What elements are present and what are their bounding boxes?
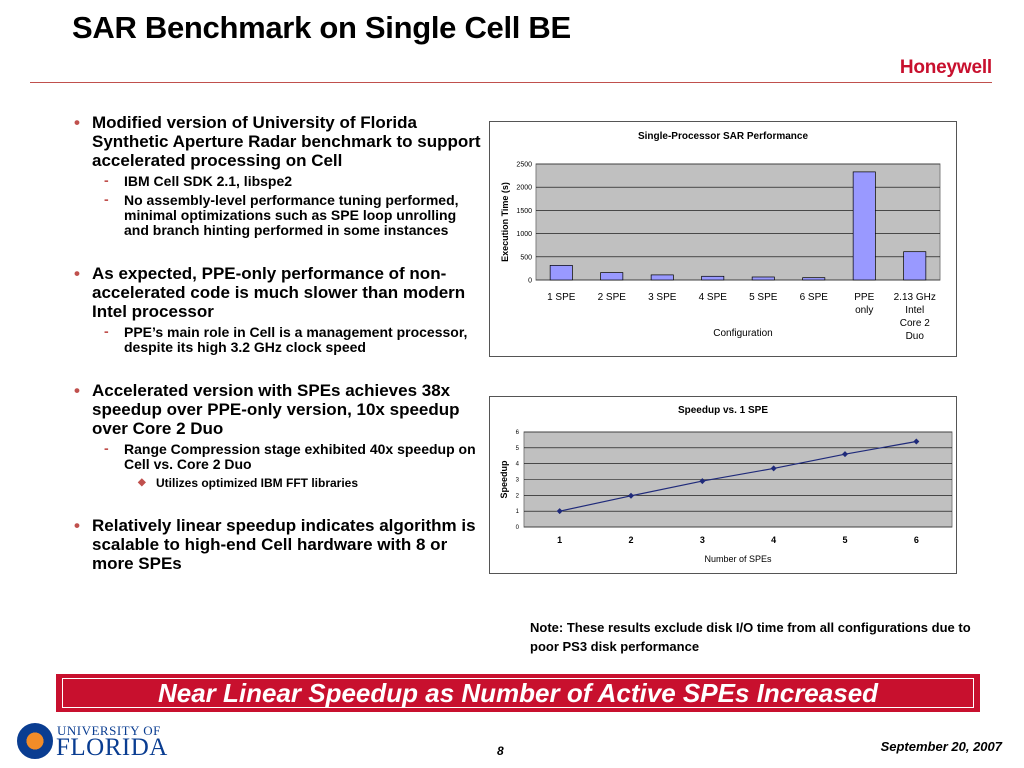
bullet-item: • As expected, PPE-only performance of n… (72, 264, 482, 355)
sub-bullet-text: No assembly-level performance tuning per… (124, 192, 459, 238)
y-tick-label: 1000 (516, 231, 532, 238)
y-tick-label: 2500 (516, 162, 532, 169)
data-point (556, 508, 563, 515)
honeywell-logo: Honeywell (899, 57, 992, 78)
bullet-item: • Accelerated version with SPEs achieves… (72, 381, 482, 490)
sub-bullet-text: PPE’s main role in Cell is a management … (124, 324, 468, 355)
sub-bullet-item: - IBM Cell SDK 2.1, libspe2 (92, 172, 482, 189)
speedup-line (559, 440, 917, 512)
bullet-text: Modified version of University of Florid… (92, 113, 481, 170)
chart-title: Single-Processor SAR Performance (638, 131, 808, 142)
y-tick-label: 500 (520, 254, 532, 261)
bar (852, 171, 876, 281)
data-point (699, 478, 706, 485)
bullet-item: • Modified version of University of Flor… (72, 113, 482, 238)
sub-bullet-text: Range Compression stage exhibited 40x sp… (124, 441, 476, 472)
bullet-dot-icon: • (74, 381, 80, 400)
dash-icon: - (104, 323, 109, 339)
results-note: Note: These results exclude disk I/O tim… (530, 620, 971, 654)
x-tick-label: 6 SPE (800, 292, 829, 303)
summary-banner: Near Linear Speedup as Number of Active … (56, 674, 980, 712)
x-tick-label: 5 (842, 535, 847, 545)
y-tick-label: 1 (516, 509, 520, 515)
bullet-list: • Modified version of University of Flor… (72, 113, 482, 599)
bullet-text: Accelerated version with SPEs achieves 3… (92, 381, 460, 438)
y-tick-label: 4 (516, 462, 520, 468)
university-logo-line1: UNIVERSITY OF (57, 723, 161, 738)
y-axis-label: Execution Time (s) (500, 182, 510, 262)
data-point (842, 451, 848, 458)
chart-title: Speedup vs. 1 SPE (678, 405, 768, 416)
x-tick-label: 4 SPE (699, 292, 728, 303)
plot-area (535, 163, 941, 281)
x-tick-label: 2 (628, 535, 633, 545)
sub-bullet-item: - PPE’s main role in Cell is a managemen… (92, 323, 482, 355)
dash-icon: - (104, 191, 109, 207)
x-tick-label: 1 SPE (547, 292, 576, 303)
y-tick-label: 6 (516, 430, 520, 436)
uf-seal-icon (17, 723, 53, 759)
y-tick-label: 2000 (516, 185, 532, 192)
bullet-item: • Relatively linear speedup indicates al… (72, 516, 482, 573)
bar (549, 265, 573, 281)
y-tick-label: 5 (516, 446, 520, 452)
sub-bullet-text: IBM Cell SDK 2.1, libspe2 (124, 173, 293, 189)
banner-text: Near Linear Speedup as Number of Active … (62, 678, 974, 708)
y-tick-label: 0 (516, 525, 520, 531)
line-chart: Speedup vs. 1 SPE 0 1 2 3 4 5 6 1 2 3 4 5 6 Number of … (499, 405, 953, 564)
sub-sub-bullet-text: Utilizes optimized IBM FFT libraries (156, 476, 359, 490)
x-tick-label: 6 (914, 535, 919, 545)
x-tick-label: PPE only (854, 292, 874, 316)
sub-bullet-item: - No assembly-level performance tuning p… (92, 191, 482, 238)
slide-title: SAR Benchmark on Single Cell BE (72, 10, 571, 45)
bar (802, 277, 826, 281)
university-logo-line2: FLORIDA (56, 734, 168, 761)
bullet-dot-icon: • (74, 516, 80, 535)
bar (903, 251, 927, 281)
y-tick-label: 3 (516, 478, 520, 484)
x-tick-label: 2.13 GHz Intel Core 2 Duo (894, 292, 936, 342)
x-axis-label: Number of SPEs (704, 554, 772, 564)
bullet-text: Relatively linear speedup indicates algo… (92, 516, 476, 573)
bar-chart: Single-Processor SAR Performance 0 500 1000… (500, 131, 941, 342)
line-chart-panel: Speedup vs. 1 SPE 0 1 2 3 4 5 6 1 2 3 4 5 6 Number of … (489, 396, 957, 574)
y-axis-label: Speedup (499, 460, 509, 499)
title-divider (30, 82, 992, 83)
x-tick-label: 3 SPE (648, 292, 677, 303)
dash-icon: - (104, 440, 109, 456)
x-tick-label: 1 (557, 535, 562, 545)
bar (600, 272, 624, 281)
y-tick-label: 0 (528, 278, 532, 285)
x-tick-label: 4 (771, 535, 776, 545)
data-point (770, 465, 777, 472)
x-tick-label: 2 SPE (598, 292, 627, 303)
x-axis-label: Configuration (713, 328, 772, 339)
bullet-text: As expected, PPE-only performance of non… (92, 264, 466, 321)
page-number: 8 (497, 744, 504, 758)
sub-sub-bullet-item: ◆ Utilizes optimized IBM FFT libraries (92, 476, 482, 490)
data-point (913, 438, 920, 445)
data-point (628, 492, 634, 499)
diamond-icon: ◆ (138, 477, 146, 488)
slide-date: September 20, 2007 (880, 739, 1002, 754)
x-tick-label: 5 SPE (749, 292, 778, 303)
bar-chart-panel: Single-Processor SAR Performance 0 500 1000… (489, 121, 957, 357)
y-tick-label: 1500 (516, 208, 532, 215)
x-tick-label: 3 (700, 535, 705, 545)
sub-bullet-item: - Range Compression stage exhibited 40x … (92, 440, 482, 472)
y-tick-label: 2 (516, 493, 520, 499)
dash-icon: - (104, 172, 109, 188)
bar (701, 275, 725, 281)
bullet-dot-icon: • (74, 113, 80, 132)
bullet-dot-icon: • (74, 264, 80, 283)
bar (751, 276, 775, 281)
bar (650, 274, 674, 281)
